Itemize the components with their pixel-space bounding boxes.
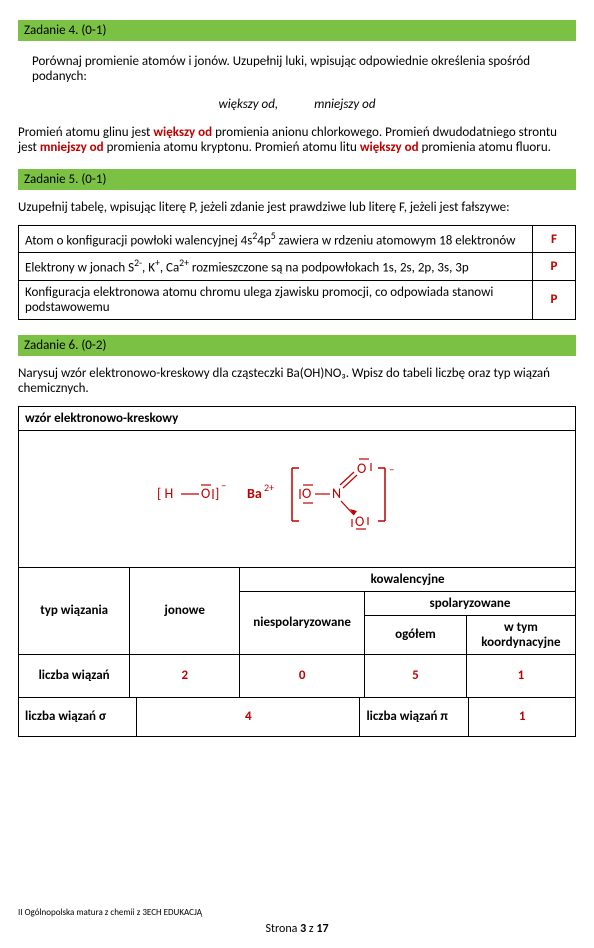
task5-row1: Atom o konfiguracji powłoki walencyjnej … xyxy=(19,226,533,253)
task4-answer: Promień atomu glinu jest większy od prom… xyxy=(18,125,576,155)
task6-sigma-pi: liczba wiązań σ 4 liczba wiązań π 1 xyxy=(18,697,576,737)
svg-text:O: O xyxy=(357,460,366,477)
task4-intro: Porównaj promienie atomów i jonów. Uzupe… xyxy=(32,54,562,84)
table-row: Konfiguracja elektronowa atomu chromu ul… xyxy=(19,280,576,319)
task5-row3: Konfiguracja elektronowa atomu chromu ul… xyxy=(19,280,533,319)
task5-row1-ans: F xyxy=(533,226,576,253)
task5-header: Zadanie 5. (0-1) xyxy=(18,169,576,190)
t6-spol: spolaryzowane xyxy=(364,591,575,615)
task4-opt2: mniejszy od xyxy=(314,97,375,112)
task5-row2: Elektrony w jonach S2-, K+, Ca2+ rozmies… xyxy=(19,253,533,280)
task4-options: większy od, mniejszy od xyxy=(32,97,562,112)
task5-row3-ans: P xyxy=(533,280,576,319)
page-number: Strona 3 z 17 xyxy=(18,922,576,936)
table-row: Elektrony w jonach S2-, K+, Ca2+ rozmies… xyxy=(19,253,576,280)
t6-vniespol: 0 xyxy=(240,654,365,697)
t6-ogolem: ogółem xyxy=(364,615,466,654)
task5-row2-ans: P xyxy=(533,253,576,280)
svg-text:O: O xyxy=(302,485,311,502)
task5-intro: Uzupełnij tabelę, wpisując literę P, jeż… xyxy=(18,200,576,215)
task4-header: Zadanie 4. (0-1) xyxy=(18,20,576,41)
t6-koord: w tym koordynacyjne xyxy=(466,615,575,654)
svg-text:[ H: [ H xyxy=(157,485,173,502)
footer-text: II Ogólnopolska matura z chemii z 3ECH E… xyxy=(18,907,576,918)
t6-vkoord: 1 xyxy=(466,654,575,697)
t6-liczba: liczba wiązań xyxy=(19,654,130,697)
task6-header: Zadanie 6. (0-2) xyxy=(18,335,576,356)
table-row: Atom o konfiguracji powłoki walencyjnej … xyxy=(19,226,576,253)
pi-label: liczba wiązań π xyxy=(360,697,469,736)
svg-text:O: O xyxy=(201,485,210,502)
task4-opt1: większy od, xyxy=(218,97,278,112)
svg-text:N: N xyxy=(332,485,341,502)
t6-jonowe: jonowe xyxy=(130,567,240,654)
t6-niespol: niespolaryzowane xyxy=(240,591,365,654)
svg-text:Ba: Ba xyxy=(247,485,262,502)
task6-intro: Narysuj wzór elektronowo-kreskowy dla cz… xyxy=(18,366,576,396)
svg-text:–: – xyxy=(389,463,394,476)
lewis-svg: [ H O ] – Ba 2+ N xyxy=(147,453,447,533)
lewis-diagram: [ H O ] – Ba 2+ N xyxy=(25,435,569,563)
svg-text:–: – xyxy=(221,479,226,492)
t6-vogolem: 5 xyxy=(364,654,466,697)
svg-text:]: ] xyxy=(215,485,219,502)
sigma-label: liczba wiązań σ xyxy=(19,697,137,736)
sigma-val: 4 xyxy=(137,697,360,736)
t6-typ: typ wiązania xyxy=(19,567,130,654)
task6-table: typ wiązania jonowe kowalencyjne niespol… xyxy=(18,567,576,698)
task6-boxlabel: wzór elektronowo-kreskowy xyxy=(19,406,576,430)
svg-text:2+: 2+ xyxy=(264,481,274,494)
task5-table: Atom o konfiguracji powłoki walencyjnej … xyxy=(18,225,576,320)
pi-val: 1 xyxy=(469,697,576,736)
task6-diagram-table: wzór elektronowo-kreskowy [ H O ] – Ba 2… xyxy=(18,406,576,568)
t6-kowal: kowalencyjne xyxy=(240,567,576,591)
svg-text:O: O xyxy=(355,513,364,530)
t6-vjon: 2 xyxy=(130,654,240,697)
